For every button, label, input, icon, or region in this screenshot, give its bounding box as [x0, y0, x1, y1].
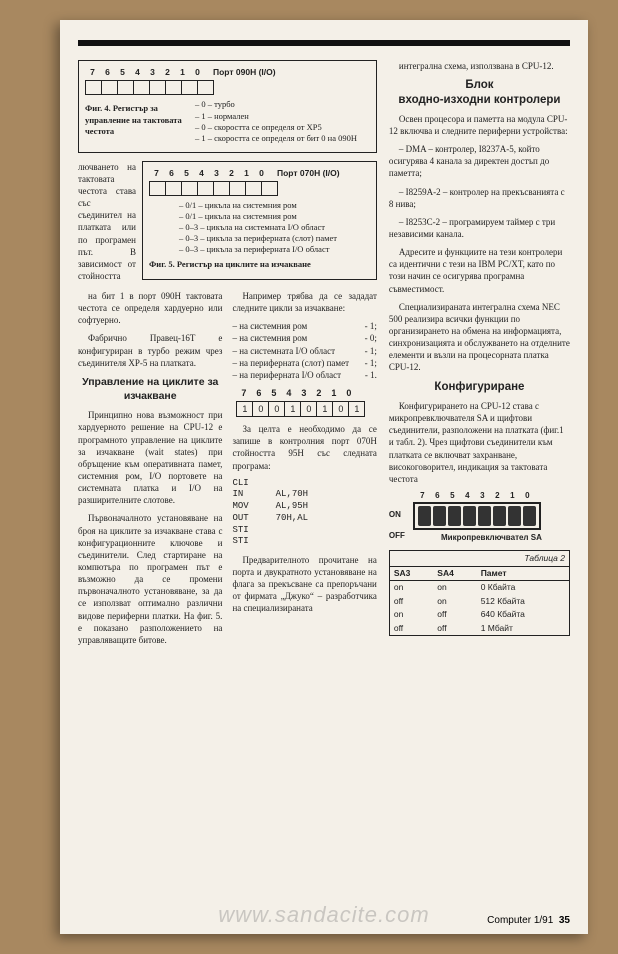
fig4-bit-labels: 7 6 5 4 3 2 1 0 Порт 090H (I/O) — [85, 67, 370, 78]
dip-switch-body — [413, 502, 541, 530]
page: 7 6 5 4 3 2 1 0 Порт 090H (I/O) Фиг. 4. … — [60, 20, 588, 934]
para: Принципно нова възможност при хардуернот… — [78, 409, 222, 506]
fig4-line: – 1 – скоростта се определя от бит 0 на … — [195, 133, 357, 144]
dip-on-label: ON — [389, 510, 413, 521]
table-2-title: Таблица 2 — [390, 551, 569, 567]
dip-bit-labels: 7 6 5 4 3 2 1 0 — [415, 491, 570, 502]
bit-label: 3 — [145, 67, 160, 78]
para: Специализираната интегрална схема NEC 50… — [389, 301, 570, 374]
table-col: SA3 — [390, 567, 433, 581]
bit-label: 6 — [100, 67, 115, 78]
subcol-right: Например трябва да се зададат следните ц… — [232, 290, 376, 652]
figure-5-box: 7 6 5 4 3 2 1 0 Порт 070H (I/O) — [142, 161, 377, 280]
fig4-line: – 0 – скоростта се определя от XP5 — [195, 122, 357, 133]
fig4-port-label: Порт 090H (I/O) — [213, 67, 276, 78]
para: Конфигурирането на CPU-12 става с микроп… — [389, 400, 570, 485]
list-item: – I8253C-2 – програмируем таймер с три н… — [389, 216, 570, 240]
table-2: Таблица 2 SA3 SA4 Памет onon0 Кбайта off… — [389, 550, 570, 637]
para: Например трябва да се зададат следните ц… — [232, 290, 376, 314]
table-col: SA4 — [433, 567, 476, 581]
section-heading: Блок входно-изходни контролери — [389, 78, 570, 107]
para: За целта е необходимо да се запише в кон… — [232, 423, 376, 472]
port-value-diagram: 7 6 5 4 3 2 1 0 1 0 0 — [232, 387, 376, 417]
fig5-caption: Фиг. 5. Регистър на циклите на изчакване — [149, 259, 370, 270]
figure-5-wrap: лючването на тактовата честота става със… — [78, 161, 377, 282]
fig5-side-text: лючването на тактовата честота става със… — [78, 161, 136, 282]
fig5-register-cells — [149, 181, 370, 196]
para: Освен процесора и паметта на модула CPU-… — [389, 113, 570, 137]
bit-label: 5 — [115, 67, 130, 78]
para: интегрална схема, използвана в CPU-12. — [389, 60, 570, 72]
section-heading: Конфигуриране — [389, 380, 570, 394]
bit-label: 7 — [85, 67, 100, 78]
magazine-name: Computer 1/91 — [487, 915, 553, 926]
fig4-register-cells — [85, 80, 370, 95]
fig4-line: – 0 – турбо — [195, 99, 357, 110]
left-column: 7 6 5 4 3 2 1 0 Порт 090H (I/O) Фиг. 4. … — [78, 60, 377, 652]
top-rule — [78, 40, 570, 46]
para: Първоначалното установяване на броя на ц… — [78, 512, 222, 646]
list-item: – DMA – контролер, I8237A-5, който осигу… — [389, 143, 570, 179]
dip-switch-diagram: 7 6 5 4 3 2 1 0 ON OFF — [389, 491, 570, 544]
fig4-caption: Фиг. 4. Регистър за управление на тактов… — [85, 103, 185, 143]
para: Адресите и функциите на тези контролери … — [389, 246, 570, 295]
list-item: – I8259A-2 – контролер на прекъсванията … — [389, 186, 570, 210]
fig5-bit-descriptions: – 0/1 – цикъла на системния ром – 0/1 – … — [179, 200, 370, 255]
fig4-line: – 1 – нормален — [195, 111, 357, 122]
dip-off-label: OFF — [389, 531, 413, 542]
table-row: offon512 Кбайта — [390, 595, 569, 608]
subcol-left: на бит 1 в порт 090H тактовата честота с… — [78, 290, 222, 652]
table-col: Памет — [477, 567, 569, 581]
fig5-bit-labels: 7 6 5 4 3 2 1 0 Порт 070H (I/O) — [149, 168, 370, 179]
table-2-grid: SA3 SA4 Памет onon0 Кбайта offon512 Кбай… — [390, 567, 569, 635]
para: Фабрично Правец-16Т е конфигуриран в тур… — [78, 332, 222, 368]
bit-label: 4 — [130, 67, 145, 78]
bit-label: 0 — [190, 67, 205, 78]
port-value-cells: 1 0 0 1 0 1 0 1 — [236, 401, 376, 417]
cycle-list: – на системния ром- 1; – на системния ро… — [232, 320, 376, 381]
figure-4-box: 7 6 5 4 3 2 1 0 Порт 090H (I/O) Фиг. 4. … — [78, 60, 377, 153]
page-footer: Computer 1/91 35 — [487, 915, 570, 926]
body-two-columns: на бит 1 в порт 090H тактовата честота с… — [78, 290, 377, 652]
right-column: интегрална схема, използвана в CPU-12. Б… — [389, 60, 570, 652]
fig4-bit-descriptions: – 0 – турбо – 1 – нормален – 0 – скорост… — [195, 99, 357, 143]
bit-label: 1 — [175, 67, 190, 78]
table-row: offoff1 Мбайт — [390, 622, 569, 635]
assembly-listing: CLI IN AL,70H MOV AL,95H OUT 70H,AL STI … — [232, 478, 376, 548]
section-heading: Управление на циклите за изчакване — [78, 375, 222, 403]
page-number: 35 — [559, 915, 570, 926]
para: на бит 1 в порт 090H тактовата честота с… — [78, 290, 222, 326]
bit-label: 2 — [160, 67, 175, 78]
dip-caption: Микропревключвател SA — [413, 533, 570, 544]
table-row: onoff640 Кбайта — [390, 608, 569, 621]
fig5-port-label: Порт 070H (I/O) — [277, 168, 340, 179]
table-row: onon0 Кбайта — [390, 581, 569, 595]
columns: 7 6 5 4 3 2 1 0 Порт 090H (I/O) Фиг. 4. … — [78, 60, 570, 652]
para: Предварителното прочитане на порта и дву… — [232, 554, 376, 615]
